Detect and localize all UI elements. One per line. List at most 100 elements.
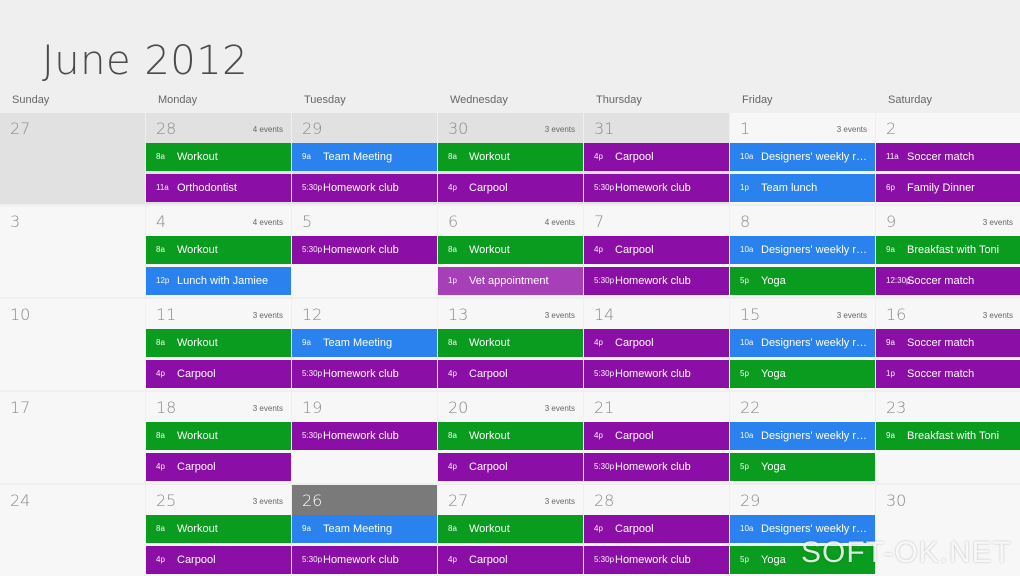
event-tile[interactable]: 5p Yoga xyxy=(730,546,875,574)
event-tile[interactable]: 11a Soccer match xyxy=(876,143,1020,171)
event-tile[interactable]: 5p Yoga xyxy=(730,360,875,388)
event-tile[interactable]: 5:30p Homework club xyxy=(584,453,729,481)
event-tile[interactable]: 10a Designers' weekly re... xyxy=(730,422,875,450)
event-title: Carpool xyxy=(469,461,508,473)
event-tile[interactable]: 4p Carpool xyxy=(438,546,583,574)
calendar-day-cell[interactable]: 18 3 events 8a Workout 4p Carpool xyxy=(146,392,291,483)
calendar-day-cell[interactable]: 28 4p Carpool 5:30p Homework club xyxy=(584,485,729,576)
calendar-day-cell[interactable]: 6 4 events 8a Workout 1p Vet appointment xyxy=(438,206,583,297)
event-tile[interactable]: 1p Vet appointment xyxy=(438,267,583,295)
event-tile[interactable]: 10a Designers' weekly re... xyxy=(730,515,875,543)
calendar-day-cell[interactable]: 29 9a Team Meeting 5:30p Homework club xyxy=(292,113,437,204)
calendar-day-cell[interactable]: 20 3 events 8a Workout 4p Carpool xyxy=(438,392,583,483)
event-tile[interactable]: 8a Workout xyxy=(146,515,291,543)
calendar-day-cell[interactable]: 2 11a Soccer match 6p Family Dinner xyxy=(876,113,1020,204)
calendar-day-cell[interactable]: 3 xyxy=(0,206,145,297)
calendar-day-cell[interactable]: 13 3 events 8a Workout 4p Carpool xyxy=(438,299,583,390)
event-tile[interactable]: 1p Team lunch xyxy=(730,174,875,202)
event-tile[interactable]: 10a Designers' weekly re... xyxy=(730,236,875,264)
event-tile[interactable]: 8a Workout xyxy=(438,143,583,171)
event-time: 8a xyxy=(156,431,165,440)
calendar-day-cell[interactable]: 29 10a Designers' weekly re... 5p Yoga xyxy=(730,485,875,576)
calendar-day-cell[interactable]: 11 3 events 8a Workout 4p Carpool xyxy=(146,299,291,390)
day-header: 29 xyxy=(292,113,437,143)
weekday-header-thursday: Thursday xyxy=(596,94,642,106)
calendar-day-cell[interactable]: 7 4p Carpool 5:30p Homework club xyxy=(584,206,729,297)
day-header: 27 3 events xyxy=(438,485,583,515)
event-tile[interactable]: 4p Carpool xyxy=(146,360,291,388)
event-tile[interactable]: 5:30p Homework club xyxy=(292,546,437,574)
event-tile[interactable]: 4p Carpool xyxy=(584,329,729,357)
event-tile[interactable]: 5p Yoga xyxy=(730,267,875,295)
event-tile[interactable]: 4p Carpool xyxy=(584,515,729,543)
calendar-day-cell[interactable]: 19 5:30p Homework club xyxy=(292,392,437,483)
calendar-day-cell[interactable]: 24 xyxy=(0,485,145,576)
calendar-day-cell[interactable]: 9 3 events 9a Breakfast with Toni 12:30p Socc… xyxy=(876,206,1020,297)
event-tile[interactable]: 11a Orthodontist xyxy=(146,174,291,202)
event-tile[interactable]: 1p Soccer match xyxy=(876,360,1020,388)
event-tile[interactable]: 4p Carpool xyxy=(146,453,291,481)
calendar-day-cell[interactable]: 21 4p Carpool 5:30p Homework club xyxy=(584,392,729,483)
event-tile[interactable]: 8a Workout xyxy=(146,143,291,171)
event-tile[interactable]: 5:30p Homework club xyxy=(584,360,729,388)
event-tile[interactable]: 5:30p Homework club xyxy=(292,422,437,450)
event-tile[interactable]: 4p Carpool xyxy=(584,236,729,264)
event-tile[interactable]: 5p Yoga xyxy=(730,453,875,481)
event-tile[interactable]: 9a Team Meeting xyxy=(292,329,437,357)
event-title: Yoga xyxy=(761,368,786,380)
calendar-day-cell-today[interactable]: 26 9a Team Meeting 5:30p Homework club xyxy=(292,485,437,576)
event-tile[interactable]: 8a Workout xyxy=(438,515,583,543)
calendar-day-cell[interactable]: 5 5:30p Homework club xyxy=(292,206,437,297)
event-tile[interactable]: 5:30p Homework club xyxy=(292,236,437,264)
day-number: 2 xyxy=(886,119,897,138)
calendar-day-cell[interactable]: 17 xyxy=(0,392,145,483)
calendar-day-cell[interactable]: 14 4p Carpool 5:30p Homework club xyxy=(584,299,729,390)
event-tile[interactable]: 9a Breakfast with Toni xyxy=(876,236,1020,264)
calendar-day-cell[interactable]: 30 xyxy=(876,485,1020,576)
event-tile[interactable]: 8a Workout xyxy=(438,236,583,264)
event-tile[interactable]: 12:30p Soccer match xyxy=(876,267,1020,295)
event-tile[interactable]: 12p Lunch with Jamiee xyxy=(146,267,291,295)
event-tile[interactable]: 8a Workout xyxy=(146,329,291,357)
calendar-day-cell[interactable]: 28 4 events 8a Workout 11a Orthodontist xyxy=(146,113,291,204)
event-tile[interactable]: 9a Team Meeting xyxy=(292,515,437,543)
event-tile[interactable]: 4p Carpool xyxy=(438,174,583,202)
calendar-day-cell[interactable]: 23 9a Breakfast with Toni xyxy=(876,392,1020,483)
event-time: 8a xyxy=(448,431,457,440)
event-tile[interactable]: 8a Workout xyxy=(438,329,583,357)
event-tile[interactable]: 5:30p Homework club xyxy=(584,546,729,574)
event-title: Homework club xyxy=(323,182,399,194)
calendar-day-cell[interactable]: 1 3 events 10a Designers' weekly re... 1p Tea… xyxy=(730,113,875,204)
calendar-day-cell[interactable]: 8 10a Designers' weekly re... 5p Yoga xyxy=(730,206,875,297)
event-tile[interactable]: 10a Designers' weekly re... xyxy=(730,143,875,171)
event-tile[interactable]: 4p Carpool xyxy=(438,360,583,388)
event-tile[interactable]: 4p Carpool xyxy=(146,546,291,574)
calendar-day-cell[interactable]: 15 3 events 10a Designers' weekly re... 5p Yo… xyxy=(730,299,875,390)
calendar-day-cell[interactable]: 16 3 events 9a Soccer match 1p Soccer match xyxy=(876,299,1020,390)
calendar-day-cell[interactable]: 22 10a Designers' weekly re... 5p Yoga xyxy=(730,392,875,483)
event-tile[interactable]: 8a Workout xyxy=(146,236,291,264)
event-tile[interactable]: 9a Breakfast with Toni xyxy=(876,422,1020,450)
event-tile[interactable]: 5:30p Homework club xyxy=(292,174,437,202)
event-tile[interactable]: 4p Carpool xyxy=(438,453,583,481)
calendar-day-cell[interactable]: 27 3 events 8a Workout 4p Carpool xyxy=(438,485,583,576)
event-tile[interactable]: 8a Workout xyxy=(438,422,583,450)
calendar-day-cell[interactable]: 4 4 events 8a Workout 12p Lunch with Jamiee xyxy=(146,206,291,297)
event-tile[interactable]: 6p Family Dinner xyxy=(876,174,1020,202)
day-number: 15 xyxy=(740,305,761,324)
event-tile[interactable]: 5:30p Homework club xyxy=(292,360,437,388)
calendar-day-cell[interactable]: 25 3 events 8a Workout 4p Carpool xyxy=(146,485,291,576)
calendar-day-cell[interactable]: 27 xyxy=(0,113,145,204)
event-tile[interactable]: 9a Soccer match xyxy=(876,329,1020,357)
event-tile[interactable]: 5:30p Homework club xyxy=(584,267,729,295)
event-tile[interactable]: 8a Workout xyxy=(146,422,291,450)
calendar-day-cell[interactable]: 12 9a Team Meeting 5:30p Homework club xyxy=(292,299,437,390)
event-tile[interactable]: 9a Team Meeting xyxy=(292,143,437,171)
calendar-day-cell[interactable]: 10 xyxy=(0,299,145,390)
event-tile[interactable]: 4p Carpool xyxy=(584,422,729,450)
event-tile[interactable]: 5:30p Homework club xyxy=(584,174,729,202)
calendar-day-cell[interactable]: 31 4p Carpool 5:30p Homework club xyxy=(584,113,729,204)
event-tile[interactable]: 10a Designers' weekly re... xyxy=(730,329,875,357)
event-tile[interactable]: 4p Carpool xyxy=(584,143,729,171)
calendar-day-cell[interactable]: 30 3 events 8a Workout 4p Carpool xyxy=(438,113,583,204)
